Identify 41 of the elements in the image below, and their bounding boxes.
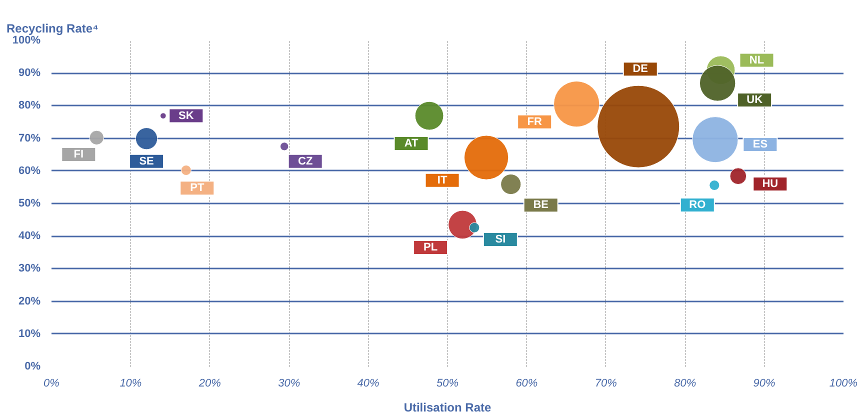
- series-label: IT: [437, 174, 448, 186]
- series-label: BE: [533, 199, 548, 212]
- x-tick-label: 0%: [44, 378, 60, 390]
- y-tick-label: 100%: [12, 34, 41, 46]
- y-tick-label: 60%: [18, 164, 41, 177]
- series-label: SK: [178, 110, 194, 122]
- series-label: PL: [424, 241, 438, 254]
- x-tick-label: 100%: [829, 378, 858, 390]
- x-tick-label: 80%: [674, 378, 696, 390]
- y-tick-label: 30%: [18, 262, 41, 275]
- series-label: ES: [752, 138, 768, 151]
- series-label: SE: [139, 155, 154, 168]
- y-tick-label: 10%: [18, 328, 41, 340]
- y-tick-label: 20%: [18, 295, 41, 308]
- x-tick-label: 60%: [516, 378, 538, 390]
- series-label: NL: [749, 54, 764, 66]
- y-axis-title: Recycling Rate⁴: [6, 22, 99, 36]
- x-tick-label: 30%: [278, 378, 300, 390]
- y-tick-label: 70%: [18, 132, 41, 144]
- series-label: CZ: [298, 155, 313, 168]
- x-tick-label: 70%: [594, 378, 618, 390]
- series-label: FR: [527, 116, 542, 128]
- series-label: HU: [762, 178, 778, 190]
- series-label: SI: [495, 234, 506, 246]
- x-tick-label: 50%: [436, 378, 459, 390]
- x-tick-label: 20%: [198, 378, 222, 390]
- y-tick-label: 40%: [18, 230, 41, 242]
- x-tick-label: 10%: [120, 378, 142, 390]
- y-tick-label: 50%: [18, 198, 41, 210]
- x-tick-label: 40%: [357, 378, 380, 390]
- y-tick-label: 0%: [24, 360, 41, 372]
- x-axis-title: Utilisation Rate: [404, 400, 492, 414]
- series-label: AT: [404, 138, 418, 150]
- series-label: RO: [689, 199, 706, 212]
- y-tick-label: 90%: [18, 67, 41, 80]
- y-tick-label: 80%: [18, 100, 41, 112]
- series-label: UK: [746, 94, 763, 106]
- x-tick-label: 90%: [753, 378, 776, 390]
- series-label: FI: [74, 148, 84, 160]
- series-label: PT: [190, 182, 204, 194]
- series-label: DE: [632, 63, 648, 76]
